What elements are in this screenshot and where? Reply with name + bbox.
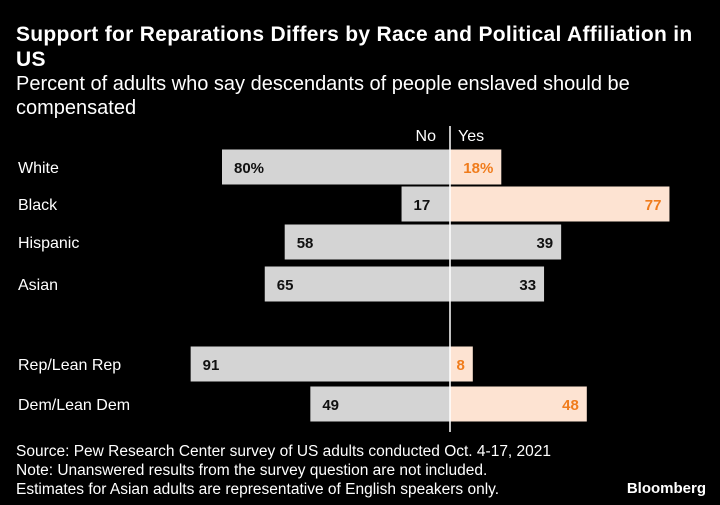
bar-no-hispanic [284,224,450,260]
bar-no-rep-lean-rep [190,346,450,382]
bar-yes-dem-lean-dem [450,386,587,422]
bar-yes-black [450,186,670,222]
bar-no-white [222,149,450,185]
value-yes-rep-lean-rep: 8 [456,357,464,374]
note-asian-estimates: Estimates for Asian adults are represent… [16,481,500,498]
category-label-black: Black [18,197,58,214]
value-no-hispanic: 58 [297,235,314,252]
value-no-rep-lean-rep: 91 [203,357,220,374]
chart-footer: Source: Pew Research Center survey of US… [16,442,616,499]
chart-title: Support for Reparations Differs by Race … [16,23,693,71]
value-no-dem-lean-dem: 49 [322,397,339,414]
category-label-rep-lean-rep: Rep/Lean Rep [18,357,121,374]
category-label-hispanic: Hispanic [18,235,79,252]
bloomberg-logo: Bloomberg [626,480,706,497]
bar-no-asian [264,266,450,302]
value-no-white: 80% [234,160,264,177]
value-yes-hispanic: 39 [536,235,553,252]
value-yes-black: 77 [645,197,662,214]
source-note: Source: Pew Research Center survey of US… [16,443,552,460]
note-unanswered: Note: Unanswered results from the survey… [16,462,488,479]
legend-no: No [416,128,437,145]
chart-subtitle: Percent of adults who say descendants of… [16,73,630,119]
bar-no-dem-lean-dem [310,386,450,422]
category-label-white: White [18,160,59,177]
value-yes-asian: 33 [519,277,536,294]
legend-yes: Yes [458,128,484,145]
value-yes-dem-lean-dem: 48 [562,397,579,414]
bar-no-black [401,186,450,222]
value-no-black: 17 [414,197,431,214]
value-no-asian: 65 [277,277,294,294]
bar-yes-hispanic [450,224,562,260]
category-label-asian: Asian [18,277,58,294]
bar-yes-asian [450,266,545,302]
value-yes-white: 18% [463,160,493,177]
bar-yes-rep-lean-rep [450,346,473,382]
category-label-dem-lean-dem: Dem/Lean Dem [18,397,130,414]
bar-yes-white [450,149,502,185]
